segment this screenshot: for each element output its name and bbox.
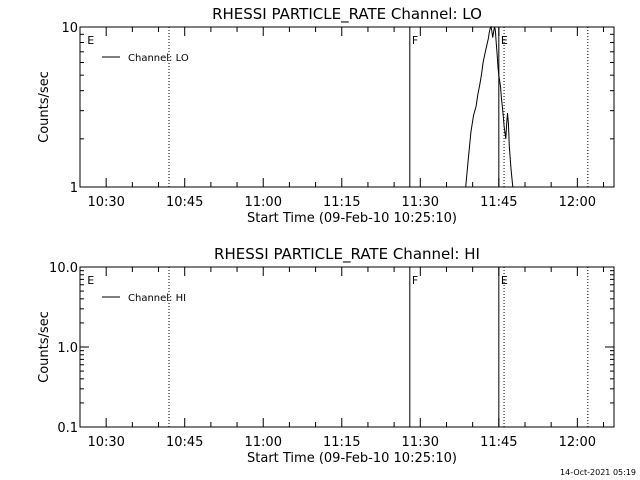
event-marker-label: E <box>87 34 94 47</box>
x-tick-label: 11:00 <box>245 195 282 210</box>
x-axis-label: Start Time (09-Feb-10 10:25:10) <box>247 211 457 226</box>
plot-frame <box>79 26 615 188</box>
x-tick-label: 10:45 <box>166 435 203 450</box>
x-tick-label: 11:15 <box>323 195 360 210</box>
event-marker-label: E <box>87 274 94 287</box>
x-tick-label: 11:00 <box>245 435 282 450</box>
plot-frame <box>79 266 615 428</box>
panel-hi: RHESSI PARTICLE_RATE Channel: HI 0.1 1.0 10… <box>37 245 615 466</box>
event-marker-label: F <box>412 34 418 47</box>
legend-entry: Channel: LO <box>128 53 189 64</box>
chart-title: RHESSI PARTICLE_RATE Channel: HI <box>214 245 480 264</box>
chart-title: RHESSI PARTICLE_RATE Channel: LO <box>212 5 482 24</box>
y-tick-label: 10.0 <box>49 261 78 276</box>
x-axis-label: Start Time (09-Feb-10 10:25:10) <box>247 451 457 466</box>
event-marker-label: E <box>501 274 508 287</box>
x-tick-label: 10:30 <box>87 195 124 210</box>
x-tick-label: 11:15 <box>323 435 360 450</box>
x-tick-label: 12:00 <box>559 435 596 450</box>
plot-timestamp: 14-Oct-2021 05:19 <box>560 468 636 477</box>
y-tick-label: 1.0 <box>57 341 78 356</box>
event-marker-label: F <box>412 274 418 287</box>
y-axis-label: Counts/sec <box>37 311 52 383</box>
x-tick-label: 11:45 <box>480 195 517 210</box>
x-tick-label: 11:45 <box>480 435 517 450</box>
x-tick-label: 11:30 <box>402 435 439 450</box>
x-tick-label: 12:00 <box>559 195 596 210</box>
series-line <box>465 25 514 188</box>
event-marker-label: E <box>501 34 508 47</box>
y-tick-label: 1 <box>70 181 78 196</box>
x-tick-label: 10:30 <box>87 435 124 450</box>
panel-lo: RHESSI PARTICLE_RATE Channel: LO 1 10 10:30… <box>37 5 615 226</box>
y-axis-label: Counts/sec <box>37 71 52 143</box>
x-tick-label: 11:30 <box>402 195 439 210</box>
y-tick-label: 10 <box>61 21 78 36</box>
legend-entry: Channel: HI <box>128 293 186 304</box>
y-tick-label: 0.1 <box>57 421 78 436</box>
x-tick-label: 10:45 <box>166 195 203 210</box>
